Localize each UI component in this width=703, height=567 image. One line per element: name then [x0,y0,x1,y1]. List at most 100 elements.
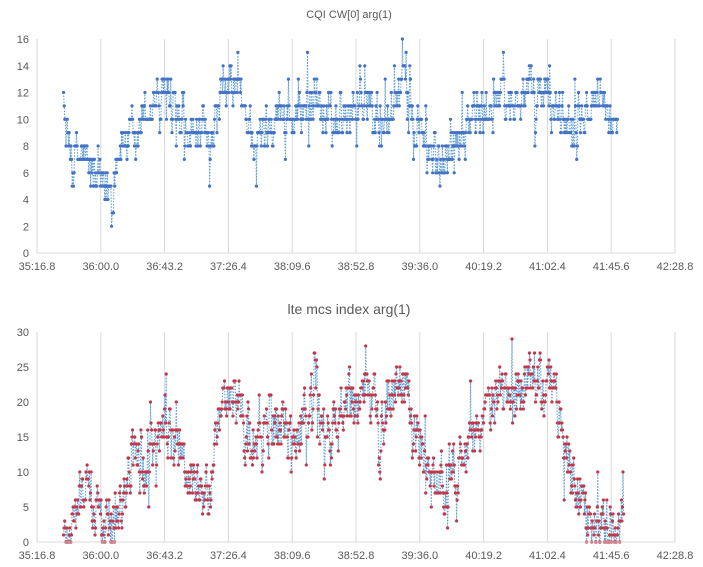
data-point [196,491,200,495]
data-point [92,512,96,516]
data-point [535,393,539,397]
data-point [377,463,381,467]
data-point [90,519,94,523]
data-point [101,533,105,537]
data-point [444,505,448,509]
data-point [487,117,491,121]
data-point [247,442,251,446]
data-point [373,131,377,135]
data-point [425,171,429,175]
x-tick-label: 38:52.8 [338,261,375,273]
data-point [453,491,457,495]
data-point [448,117,453,121]
data-point [177,117,181,121]
data-point [310,428,314,432]
data-point [541,104,546,108]
data-point [512,117,517,121]
data-point [521,77,525,81]
data-point [168,104,172,108]
data-point [518,393,522,397]
data-point [317,104,321,108]
data-point [595,505,599,509]
data-point [62,533,66,537]
data-point [77,484,81,488]
x-tick-label: 41:45.6 [593,261,630,273]
data-point [220,400,224,404]
data-point [234,421,238,425]
data-point [508,393,512,397]
data-point [207,512,211,516]
data-point [159,421,163,425]
data-point [185,484,190,488]
data-point [437,144,441,148]
data-point [212,117,217,121]
data-point [217,428,221,432]
data-point [379,144,384,148]
data-point [255,144,259,148]
data-point [326,90,331,95]
y-tick-label: 16 [17,34,29,46]
data-point [404,50,408,55]
data-point [498,393,502,397]
data-point [204,463,209,467]
data-point [482,104,486,108]
y-tick-label: 10 [17,467,29,479]
data-point [218,90,222,95]
data-point [396,393,400,397]
data-point [521,386,525,390]
data-point [188,144,193,148]
data-point [622,512,626,516]
x-tick-label: 36:43.2 [146,261,183,273]
data-point [375,90,379,95]
data-point [430,470,434,474]
x-tick-label: 38:52.8 [338,550,375,562]
data-point [199,484,204,488]
data-point [519,104,523,108]
data-point [474,421,478,425]
data-point [185,131,189,135]
data-point [378,477,382,481]
data-point [557,435,561,439]
data-point [297,421,301,425]
data-point [405,117,409,121]
data-point [182,157,186,161]
data-point [428,484,432,488]
data-point [248,421,252,425]
data-point [405,372,409,376]
data-point [296,117,300,121]
data-point [489,407,493,411]
data-point [423,449,427,453]
data-point [459,449,463,453]
data-point [386,104,390,108]
data-point [299,414,303,418]
data-point [95,184,99,188]
data-point [540,400,544,404]
data-point [513,414,517,418]
data-point [429,505,433,509]
data-point [131,117,135,121]
data-point [559,131,563,135]
data-point [488,393,492,397]
data-point [398,365,402,369]
data-point [379,449,383,453]
data-point [165,442,169,446]
data-point [88,491,93,495]
data-point [139,428,143,432]
data-point [200,131,204,135]
data-point [149,421,153,425]
data-point [102,184,106,188]
data-point [224,77,228,81]
data-point [417,131,421,135]
data-point [146,428,150,432]
data-point [583,498,587,502]
data-point [585,104,589,108]
data-point [224,104,228,108]
data-point [373,372,377,376]
data-point [238,90,242,95]
data-point [416,104,420,108]
data-point [362,400,366,404]
data-point [375,407,379,411]
data-point [384,421,388,425]
data-point [569,131,573,135]
data-point [496,400,500,404]
